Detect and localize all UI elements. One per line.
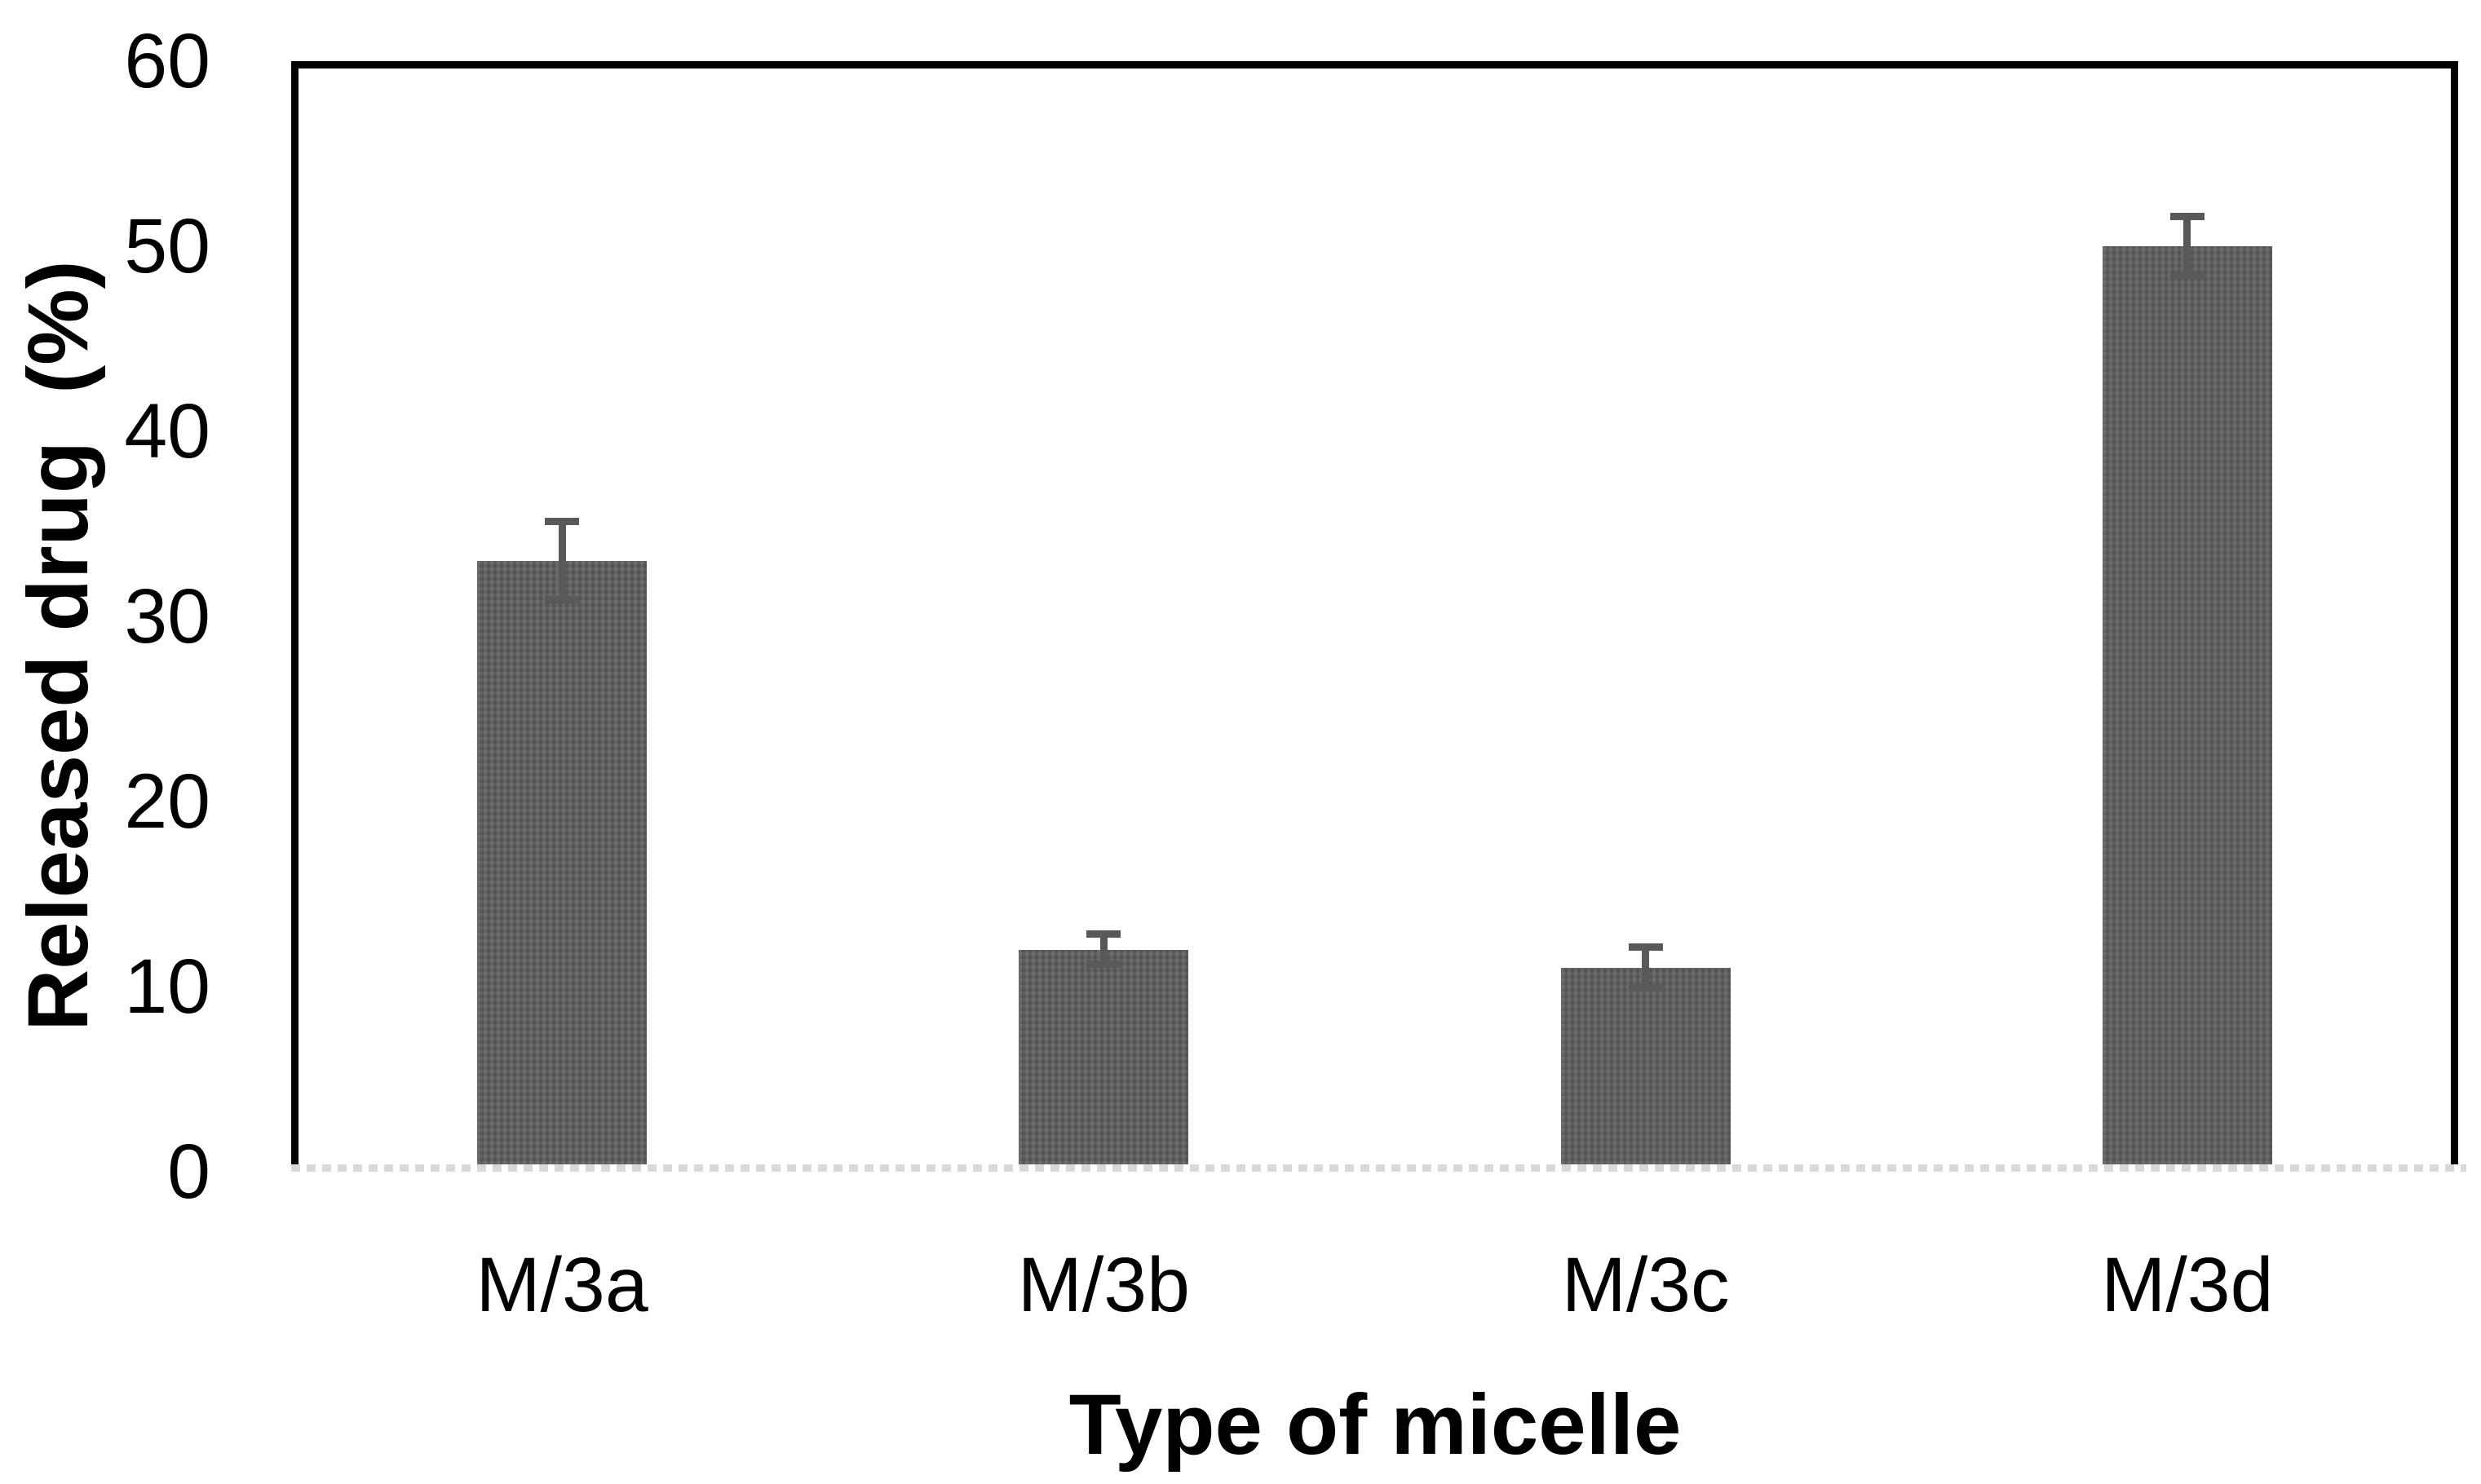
- error-bar-cap-bottom: [545, 595, 580, 603]
- error-bar-cap-top: [545, 518, 580, 526]
- bar-M/3b: [1019, 949, 1189, 1164]
- x-category-label-M/3d: M/3d: [2101, 1242, 2274, 1328]
- x-category-label-M/3b: M/3b: [1017, 1242, 1190, 1328]
- x-axis-baseline: [291, 1164, 2466, 1172]
- y-tick-label-0: 0: [167, 1128, 210, 1215]
- error-bar-cap-top: [1628, 943, 1663, 952]
- y-tick-label-10: 10: [124, 943, 210, 1030]
- y-tick-label-30: 30: [124, 573, 210, 660]
- error-bar-cap-bottom: [2169, 272, 2205, 280]
- plot-border-top: [291, 61, 2458, 68]
- error-bar-cap-top: [1086, 930, 1121, 939]
- x-category-label-M/3a: M/3a: [475, 1242, 648, 1328]
- error-bar-cap-bottom: [1086, 960, 1121, 968]
- x-axis-title: Type of micelle: [1068, 1377, 1682, 1473]
- error-bar-cap-bottom: [1628, 984, 1663, 992]
- bar-M/3d: [2102, 246, 2272, 1164]
- y-tick-label-40: 40: [124, 388, 210, 475]
- y-tick-label-20: 20: [124, 758, 210, 845]
- error-bar-line: [2183, 216, 2191, 276]
- error-bar-line: [1642, 947, 1650, 989]
- error-bar-cap-top: [2169, 212, 2205, 220]
- bar-M/3c: [1560, 968, 1731, 1164]
- plot-border-right: [2451, 61, 2458, 1172]
- y-tick-label-50: 50: [124, 203, 210, 289]
- x-category-label-M/3c: M/3c: [1561, 1242, 1730, 1328]
- bar-M/3a: [477, 560, 648, 1164]
- error-bar-line: [1099, 934, 1108, 965]
- y-axis-line: [291, 61, 299, 1172]
- plot-area: [291, 61, 2466, 1172]
- y-tick-label-60: 60: [124, 18, 210, 104]
- error-bar-line: [558, 522, 566, 600]
